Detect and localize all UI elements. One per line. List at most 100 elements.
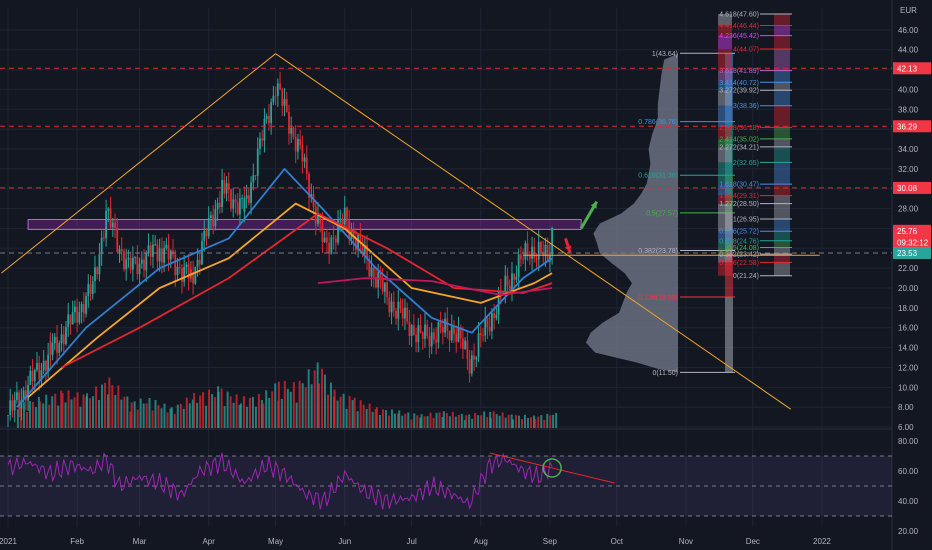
candle-body — [276, 83, 279, 96]
candle — [455, 325, 458, 353]
volume-bar — [413, 413, 416, 428]
fib-band — [725, 212, 733, 251]
fib-band — [718, 162, 732, 185]
rsi-tick-label: 80.00 — [898, 437, 919, 446]
rsi-divergence-line — [489, 452, 615, 484]
volume-bar — [31, 402, 34, 428]
candle — [430, 322, 433, 355]
candle-body — [274, 95, 277, 97]
candle — [85, 292, 87, 318]
candle-body — [526, 243, 529, 255]
candle — [221, 168, 223, 195]
candle — [105, 199, 108, 247]
x-tick-label: Aug — [474, 537, 488, 546]
candle-body — [167, 244, 170, 260]
candle — [470, 350, 473, 377]
candle-body — [388, 297, 391, 313]
volume-bar — [345, 409, 348, 428]
price-tick-label: 8.00 — [898, 403, 914, 412]
volume-bar — [251, 396, 254, 428]
candle-body — [196, 259, 199, 267]
candle — [256, 137, 259, 188]
volume-bar — [310, 384, 313, 428]
volume-bar — [546, 413, 549, 428]
candle-body — [232, 199, 235, 209]
price-marker-label: 36.29 — [897, 122, 918, 131]
volume-bar — [419, 417, 422, 428]
candle-body — [464, 340, 467, 349]
candle — [96, 266, 99, 280]
candle-body — [343, 207, 346, 225]
candle — [533, 237, 536, 263]
volume-bar — [76, 392, 79, 428]
volume-bar — [142, 403, 145, 428]
volume-bar — [188, 403, 191, 428]
candle-body — [290, 127, 293, 134]
candle-body — [239, 198, 241, 215]
volume-bar — [182, 408, 185, 428]
candle — [250, 176, 252, 215]
candle-body — [118, 249, 121, 253]
fib-ext-label: 4.236(45.42) — [719, 33, 759, 40]
fib-band — [725, 53, 733, 122]
candle — [321, 211, 324, 254]
volume-bar — [202, 392, 205, 428]
volume-bar — [301, 383, 304, 428]
volume-bar — [42, 403, 45, 428]
candle — [214, 199, 217, 231]
candle-body — [493, 313, 496, 318]
candle-body — [433, 332, 435, 340]
fib-ext-label: 3.414(40.72) — [719, 80, 759, 87]
candle-body — [415, 334, 417, 343]
volume-bar — [98, 399, 101, 428]
volume-bar — [471, 418, 474, 428]
volume-profile — [586, 53, 678, 373]
volume-bar — [523, 414, 526, 428]
volume-bar — [353, 397, 356, 428]
candle-body — [459, 327, 462, 339]
volume-bar — [173, 414, 176, 428]
candle-body — [85, 296, 87, 314]
candle — [325, 229, 328, 253]
candle-body — [441, 327, 444, 333]
candle-body — [147, 245, 150, 254]
fib-band — [774, 262, 790, 276]
candle — [114, 213, 116, 239]
fib-band — [718, 13, 732, 26]
candle — [158, 247, 161, 251]
candle — [457, 316, 460, 343]
candle — [167, 233, 170, 272]
candle-body — [482, 335, 484, 337]
fib-ext-label: 3(38.36) — [733, 103, 759, 110]
candle-body — [323, 237, 326, 242]
fib-level-label: 0.236(19.09) — [638, 295, 678, 302]
candle — [116, 217, 119, 253]
candle-body — [390, 301, 393, 313]
candle-body — [11, 400, 14, 411]
candle — [169, 249, 172, 268]
candle — [424, 312, 426, 348]
candle-body — [357, 234, 360, 251]
candle — [464, 336, 467, 351]
candle — [301, 135, 304, 174]
candle — [127, 249, 130, 268]
candle — [62, 326, 65, 356]
volume-bar — [537, 416, 540, 428]
candle-body — [468, 359, 471, 374]
volume-bar — [486, 417, 489, 428]
volume-bar — [396, 413, 399, 428]
candle — [89, 274, 92, 301]
candle-body — [13, 399, 16, 411]
candle-body — [484, 317, 487, 336]
candle — [426, 319, 429, 339]
volume-bar — [401, 415, 404, 428]
candle — [245, 184, 248, 209]
candle — [548, 243, 551, 273]
candle — [441, 318, 444, 345]
candle — [303, 153, 306, 169]
volume-bar — [130, 402, 133, 428]
volume-bar — [129, 411, 132, 428]
candle-body — [24, 390, 27, 401]
candle-body — [67, 314, 70, 328]
